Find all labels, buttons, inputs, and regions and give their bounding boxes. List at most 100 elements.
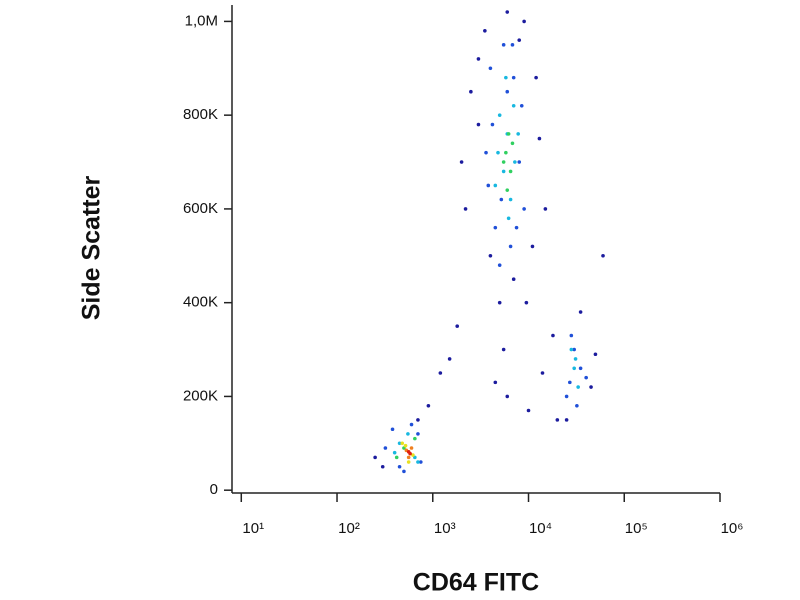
y-tick-label: 1,0M	[185, 12, 218, 29]
data-point	[506, 216, 511, 221]
data-point	[486, 183, 491, 188]
data-point	[497, 263, 502, 267]
x-tick-label: 10⁴	[529, 520, 552, 537]
data-point	[438, 371, 443, 375]
data-point	[383, 446, 388, 450]
data-point	[505, 188, 510, 192]
data-point	[530, 244, 535, 249]
data-point	[397, 441, 402, 446]
data-point	[497, 113, 502, 117]
data-point	[504, 75, 508, 80]
data-point	[493, 183, 498, 188]
data-point	[408, 451, 412, 456]
data-point	[569, 347, 574, 352]
data-point	[501, 347, 506, 352]
data-point	[493, 380, 498, 385]
data-point	[380, 464, 385, 469]
data-point	[469, 89, 473, 94]
data-point	[516, 132, 520, 136]
data-point	[406, 455, 411, 460]
data-point	[601, 253, 605, 258]
data-point	[419, 460, 423, 464]
data-point	[501, 160, 506, 164]
data-point	[589, 385, 593, 389]
data-point	[511, 75, 516, 80]
data-point	[406, 432, 410, 436]
data-point	[403, 443, 408, 448]
x-tick-label: 10¹	[242, 520, 264, 537]
data-point	[505, 10, 510, 14]
data-point	[426, 404, 431, 408]
data-point	[400, 441, 405, 446]
data-point	[576, 385, 580, 389]
data-point	[501, 169, 506, 174]
data-point	[534, 75, 538, 80]
data-point	[447, 357, 452, 361]
data-point	[497, 300, 502, 305]
data-point	[564, 394, 569, 399]
data-point	[522, 19, 526, 24]
data-point	[510, 43, 515, 47]
data-point	[537, 136, 542, 141]
data-point	[511, 277, 516, 282]
data-point	[526, 408, 531, 413]
data-point	[524, 300, 529, 305]
data-point	[508, 197, 513, 202]
data-point	[540, 371, 545, 375]
data-point	[484, 150, 488, 155]
y-tick-label: 600K	[183, 200, 218, 217]
data-point	[551, 333, 555, 338]
data-point	[578, 310, 583, 314]
y-tick-label: 200K	[183, 387, 218, 404]
data-point	[488, 66, 493, 71]
data-point	[505, 394, 510, 399]
data-point	[517, 38, 522, 42]
data-point	[406, 460, 411, 464]
data-point	[517, 160, 522, 164]
data-point	[490, 122, 495, 127]
data-point	[510, 141, 515, 146]
data-point	[409, 446, 414, 450]
data-point	[508, 244, 513, 249]
data-point	[578, 366, 583, 371]
y-tick-label: 800K	[183, 106, 218, 123]
data-point	[402, 469, 406, 474]
data-point	[416, 418, 420, 422]
data-point	[511, 103, 516, 108]
data-point	[573, 357, 578, 361]
data-point	[416, 460, 420, 464]
data-point	[397, 464, 402, 469]
data-point	[463, 207, 468, 211]
data-point	[416, 432, 420, 436]
data-point	[569, 333, 574, 338]
data-point	[575, 404, 579, 408]
data-point	[504, 150, 508, 155]
y-axis-title: Side Scatter	[78, 175, 106, 320]
x-tick-label: 10²	[338, 520, 360, 537]
data-point	[459, 160, 464, 164]
data-point	[555, 418, 560, 422]
data-point	[411, 453, 415, 457]
data-point	[390, 427, 395, 432]
data-point	[496, 150, 500, 155]
data-point	[455, 324, 460, 328]
data-point	[499, 197, 504, 202]
data-point	[572, 366, 576, 371]
data-point	[476, 122, 481, 127]
x-tick-label: 10⁶	[721, 520, 744, 537]
y-tick-label: 400K	[183, 294, 218, 311]
x-tick-label: 10⁵	[625, 520, 648, 537]
data-point	[506, 132, 511, 136]
data-point	[568, 380, 572, 385]
data-point	[593, 352, 598, 357]
data-point	[513, 160, 517, 164]
x-tick-label: 10³	[434, 520, 456, 537]
data-point	[493, 225, 498, 230]
data-point	[519, 103, 524, 108]
data-point	[413, 436, 417, 441]
data-point	[564, 418, 569, 422]
data-point	[483, 28, 487, 33]
data-point	[373, 455, 377, 460]
x-axis-title: CD64 FITC	[413, 569, 539, 597]
